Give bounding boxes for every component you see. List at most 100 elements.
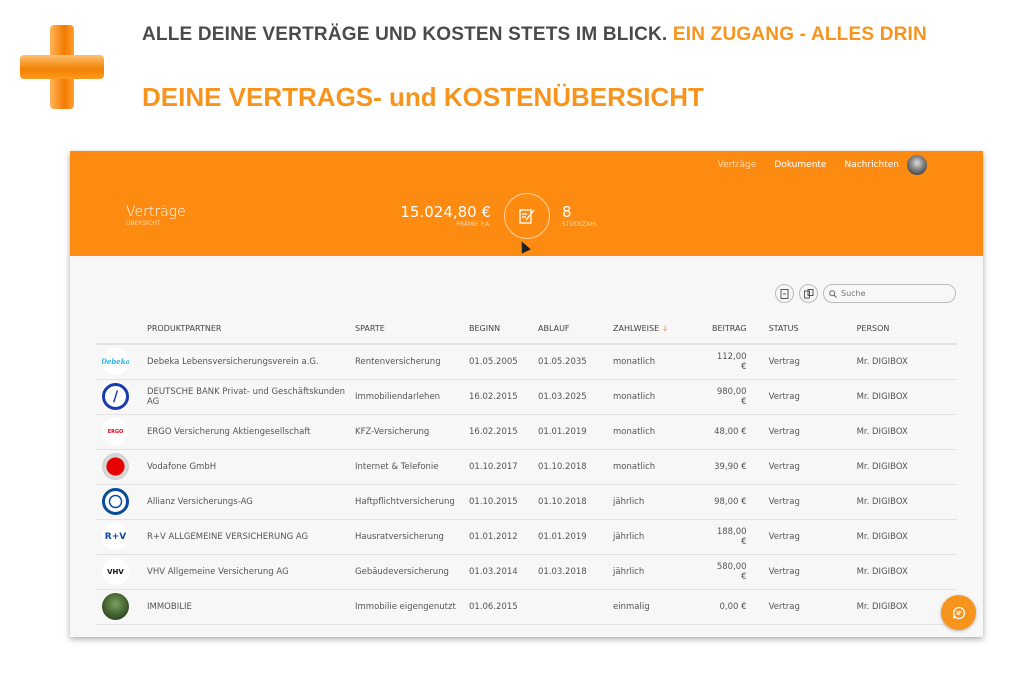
chat-icon: [952, 606, 965, 619]
contracts-table: PRODUKTPARTNER SPARTE BEGINN ABLAUF ZAHL…: [96, 314, 957, 625]
app-window: Verträge Dokumente Nachrichten Verträge …: [70, 151, 983, 637]
cell-partner: ERGO Versicherung Aktiengesellschaft: [147, 414, 355, 450]
cell-person: Mr. DIGIBOX: [856, 449, 957, 485]
cell-beitrag: 112,00 €: [712, 344, 769, 380]
logo-text: R+V: [104, 531, 127, 542]
cell-beitrag: 188,00 €: [712, 519, 769, 555]
logo-text: ERGO: [107, 428, 124, 435]
logo-text: Debeka: [102, 357, 129, 367]
cell-beitrag: 580,00 €: [712, 554, 769, 590]
table-row[interactable]: Vodafone GmbH Internet & Telefonie 01.10.2…: [96, 449, 957, 485]
sort-desc-icon: ↓: [661, 324, 669, 333]
cell-beginn: 01.06.2015: [469, 589, 538, 625]
table-row[interactable]: ERGO ERGO Versicherung Aktiengesellschaft…: [96, 414, 957, 450]
col-partner[interactable]: PRODUKTPARTNER: [147, 314, 355, 345]
table-toolbar: [775, 284, 956, 303]
logo-text: /: [112, 388, 119, 405]
cell-zahlweise: monatlich: [613, 344, 712, 380]
nav-dokumente[interactable]: Dokumente: [774, 160, 827, 170]
cell-ablauf: 01.03.2025: [538, 379, 613, 415]
cell-ablauf: 01.01.2019: [538, 414, 613, 450]
cell-partner: R+V ALLGEMEINE VERSICHERUNG AG: [147, 519, 355, 555]
cell-sparte: Hausratversicherung: [355, 519, 469, 555]
cell-beitrag: 98,00 €: [712, 484, 769, 520]
cell-zahlweise: jährlich: [613, 484, 712, 520]
table-row[interactable]: VHV VHV Allgemeine Versicherung AG Gebäude…: [96, 554, 957, 590]
table-row[interactable]: Debeka Debeka Lebensversicherungsverein a…: [96, 344, 957, 380]
tagline: ALLE DEINE VERTRÄGE UND KOSTEN STETS IM …: [142, 24, 927, 45]
cell-status: Vertrag: [768, 344, 857, 380]
cell-sparte: KFZ-Versicherung: [355, 414, 469, 450]
cell-zahlweise: monatlich: [613, 449, 712, 485]
cell-sparte: Haftpflichtversicherung: [355, 484, 469, 520]
count-summary: 8 STÜCKZAHL: [562, 203, 599, 228]
top-nav: Verträge Dokumente Nachrichten: [718, 159, 899, 171]
page-title: DEINE VERTRAGS- und KOSTENÜBERSICHT: [142, 82, 704, 112]
nav-vertraege[interactable]: Verträge: [717, 160, 757, 170]
table-row[interactable]: Allianz Versicherungs-AG Haftpflichtversi…: [96, 484, 957, 520]
cell-beitrag: 39,90 €: [712, 449, 769, 485]
cell-zahlweise: monatlich: [613, 379, 712, 415]
search-input[interactable]: [841, 289, 941, 298]
col-ablauf[interactable]: ABLAUF: [538, 314, 613, 345]
col-beitrag[interactable]: BEITRAG: [712, 314, 769, 345]
cell-person: Mr. DIGIBOX: [856, 554, 957, 590]
cell-ablauf: [538, 589, 613, 625]
logo-text: VHV: [107, 567, 124, 576]
export-button[interactable]: [775, 284, 794, 303]
search-field[interactable]: [823, 284, 956, 303]
cell-beginn: 16.02.2015: [469, 379, 538, 415]
cell-status: Vertrag: [768, 414, 857, 450]
col-person[interactable]: PERSON: [856, 314, 957, 345]
cell-person: Mr. DIGIBOX: [856, 414, 957, 450]
cell-sparte: Gebäudeversicherung: [355, 554, 469, 590]
cell-status: Vertrag: [768, 519, 857, 555]
cell-sparte: Internet & Telefonie: [355, 449, 469, 485]
cell-sparte: Immobilie eigengenutzt: [355, 589, 469, 625]
cell-beginn: 01.10.2015: [469, 484, 538, 520]
cell-beitrag: 980,00 €: [712, 379, 769, 415]
col-sparte[interactable]: SPARTE: [355, 314, 469, 345]
cell-person: Mr. DIGIBOX: [856, 344, 957, 380]
cell-person: Mr. DIGIBOX: [856, 589, 957, 625]
premium-summary: 15.024,80 € PRÄMIE P.A.: [400, 203, 491, 228]
cell-partner: DEUTSCHE BANK Privat- und Geschäftskunde…: [147, 379, 355, 415]
contract-edit-button[interactable]: [504, 193, 550, 239]
partner-logo: /: [102, 383, 129, 410]
cell-status: Vertrag: [768, 484, 857, 520]
cell-partner: VHV Allgemeine Versicherung AG: [147, 554, 355, 590]
col-status[interactable]: STATUS: [768, 314, 857, 345]
table-header: PRODUKTPARTNER SPARTE BEGINN ABLAUF ZAHL…: [96, 314, 957, 345]
cell-person: Mr. DIGIBOX: [856, 379, 957, 415]
cell-status: Vertrag: [768, 379, 857, 415]
search-icon: [829, 289, 837, 298]
partner-logo: [102, 488, 129, 515]
avatar[interactable]: [907, 155, 927, 175]
partner-logo: [102, 593, 129, 620]
cell-zahlweise: jährlich: [613, 554, 712, 590]
header-bar: Verträge Dokumente Nachrichten Verträge …: [70, 151, 983, 256]
nav-nachrichten[interactable]: Nachrichten: [844, 160, 899, 170]
copy-button[interactable]: [799, 284, 818, 303]
file-icon: [780, 288, 789, 299]
col-zahlweise[interactable]: ZAHLWEISE ↓: [613, 314, 712, 345]
cell-beginn: 01.05.2005: [469, 344, 538, 380]
col-beginn[interactable]: BEGINN: [469, 314, 538, 345]
cell-person: Mr. DIGIBOX: [856, 519, 957, 555]
cell-partner: Debeka Lebensversicherungsverein a.G.: [147, 344, 355, 380]
chat-button[interactable]: [941, 595, 976, 630]
cell-beitrag: 0,00 €: [712, 589, 769, 625]
cell-beginn: 01.10.2017: [469, 449, 538, 485]
plus-logo-icon: [20, 25, 104, 109]
table-row[interactable]: IMMOBILIE Immobilie eigengenutzt 01.06.201…: [96, 589, 957, 625]
cell-status: Vertrag: [768, 554, 857, 590]
cell-ablauf: 01.10.2018: [538, 449, 613, 485]
table-row[interactable]: / DEUTSCHE BANK Privat- und Geschäftskund…: [96, 379, 957, 415]
cell-sparte: Immobiliendarlehen: [355, 379, 469, 415]
partner-logo: [102, 453, 129, 480]
partner-logo: ERGO: [102, 418, 129, 445]
edit-document-icon: [519, 209, 535, 224]
section-title: Verträge ÜBERSICHT: [126, 204, 186, 227]
cell-ablauf: 01.05.2035: [538, 344, 613, 380]
table-row[interactable]: R+V R+V ALLGEMEINE VERSICHERUNG AG Hausrat…: [96, 519, 957, 555]
